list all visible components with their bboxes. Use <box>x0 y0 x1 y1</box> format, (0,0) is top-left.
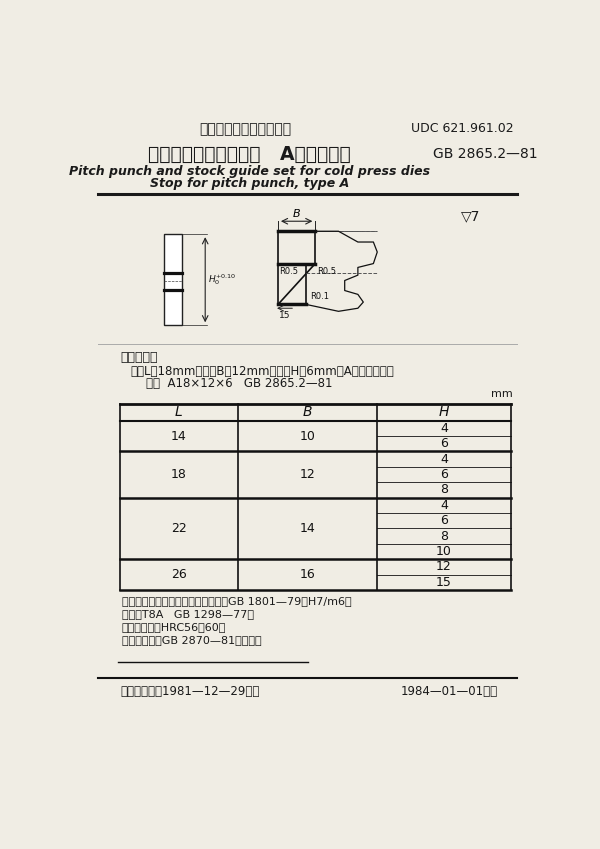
Text: 12: 12 <box>299 468 316 481</box>
Text: 注：外形尺寸与导料板配合的公差按GB 1801—79的H7/m6。: 注：外形尺寸与导料板配合的公差按GB 1801—79的H7/m6。 <box>121 596 351 606</box>
Text: UDC 621.961.02: UDC 621.961.02 <box>411 122 514 135</box>
Text: 材料：T8A   GB 1298—77。: 材料：T8A GB 1298—77。 <box>121 609 254 619</box>
Text: ▽7: ▽7 <box>461 209 480 222</box>
Text: 标记示例：: 标记示例： <box>120 351 157 364</box>
Text: 1984—01—01实施: 1984—01—01实施 <box>400 685 497 698</box>
Text: 挡块  A18×12×6   GB 2865.2—81: 挡块 A18×12×6 GB 2865.2—81 <box>146 377 333 391</box>
Text: L: L <box>175 405 183 419</box>
Text: 6: 6 <box>440 468 448 481</box>
Text: 国家标准总局1981—12—29发布: 国家标准总局1981—12—29发布 <box>120 685 259 698</box>
Text: 14: 14 <box>299 522 316 535</box>
Text: 18: 18 <box>171 468 187 481</box>
Text: 冷冲模侧刃和导料装置   A型侧刃挡块: 冷冲模侧刃和导料装置 A型侧刃挡块 <box>148 144 351 164</box>
Text: H: H <box>439 405 449 419</box>
Text: 6: 6 <box>440 437 448 450</box>
Text: 长度L＝18mm、宽度B＝12mm、厚度H＝6mm的A型侧刃挡块；: 长度L＝18mm、宽度B＝12mm、厚度H＝6mm的A型侧刃挡块； <box>131 365 395 378</box>
Text: 15: 15 <box>278 311 290 319</box>
Text: GB 2865.2—81: GB 2865.2—81 <box>433 147 538 161</box>
Text: 4: 4 <box>440 422 448 435</box>
Text: B: B <box>303 405 312 419</box>
Text: Pitch punch and stock guide set for cold press dies: Pitch punch and stock guide set for cold… <box>69 166 430 178</box>
Text: 10: 10 <box>299 430 316 442</box>
Text: 22: 22 <box>171 522 187 535</box>
Text: 26: 26 <box>171 568 187 582</box>
Text: 4: 4 <box>440 453 448 465</box>
Text: Stop for pitch punch, type A: Stop for pitch punch, type A <box>150 177 349 190</box>
Bar <box>164 234 182 325</box>
Text: R0.5: R0.5 <box>317 267 336 277</box>
Text: 中华人民共和国国家标准: 中华人民共和国国家标准 <box>199 121 292 136</box>
Text: 热处理：硬度HRC56～60。: 热处理：硬度HRC56～60。 <box>121 622 226 632</box>
Text: 15: 15 <box>436 576 452 589</box>
Text: 16: 16 <box>299 568 316 582</box>
Text: 14: 14 <box>171 430 187 442</box>
Text: 8: 8 <box>440 483 448 497</box>
Text: mm: mm <box>491 390 513 400</box>
Text: 技术条件：按GB 2870—81的规定。: 技术条件：按GB 2870—81的规定。 <box>121 635 261 645</box>
Text: 4: 4 <box>440 499 448 512</box>
Text: 8: 8 <box>440 530 448 543</box>
Text: 6: 6 <box>440 514 448 527</box>
Text: 10: 10 <box>436 545 452 558</box>
Text: R0.5: R0.5 <box>280 267 299 277</box>
Text: $H^{+0.10}_{0}$: $H^{+0.10}_{0}$ <box>208 273 236 287</box>
Text: 12: 12 <box>436 560 452 573</box>
Text: R0.1: R0.1 <box>310 292 329 301</box>
Text: B: B <box>293 210 301 219</box>
